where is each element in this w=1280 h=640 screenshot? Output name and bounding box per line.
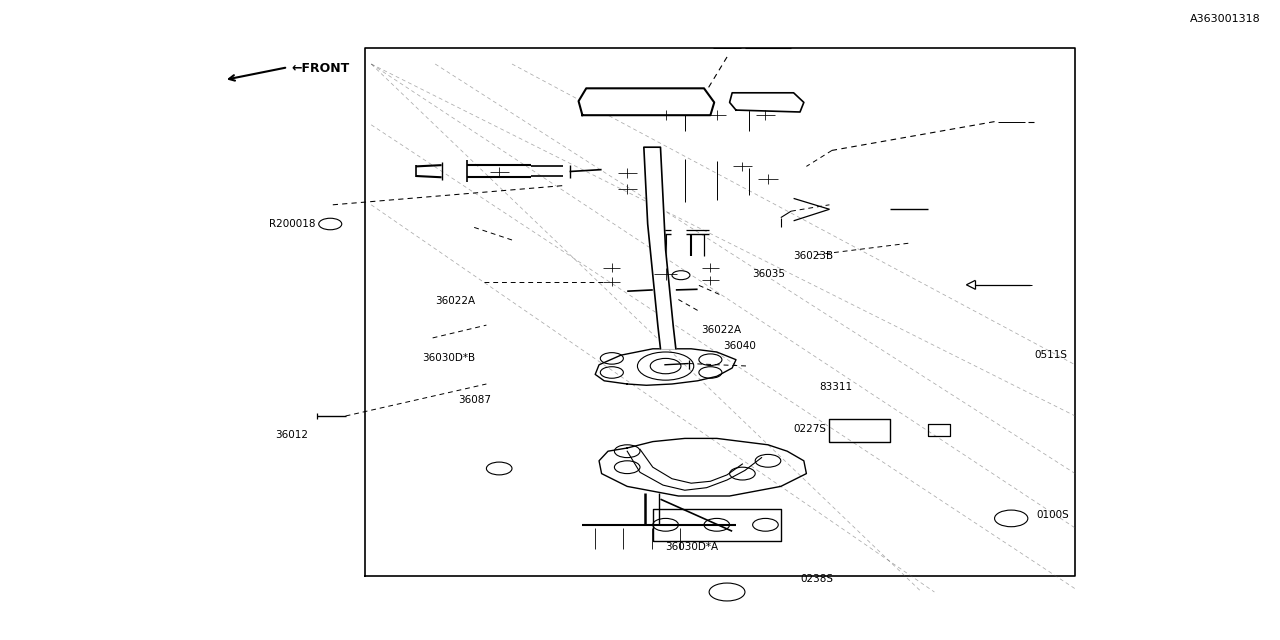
Polygon shape [644,147,676,349]
Text: 0238S: 0238S [800,574,833,584]
Text: 36012: 36012 [275,430,308,440]
Text: A363001318: A363001318 [1190,14,1261,24]
Text: R200018: R200018 [269,219,315,229]
Polygon shape [579,88,714,115]
Text: 36087: 36087 [458,395,492,405]
Text: 36035: 36035 [753,269,786,279]
Text: 36023B: 36023B [794,251,833,261]
Text: ←FRONT: ←FRONT [292,62,351,75]
Text: 36022A: 36022A [435,296,475,306]
Polygon shape [730,93,804,112]
Text: 36022A: 36022A [701,324,741,335]
Text: 0227S: 0227S [794,424,827,434]
Text: 0511S: 0511S [1034,350,1068,360]
Text: 83311: 83311 [819,382,852,392]
Text: 36030D*B: 36030D*B [422,353,476,364]
Text: 0100S: 0100S [1037,510,1070,520]
Text: 36030D*A: 36030D*A [666,542,719,552]
Text: 36040: 36040 [723,340,756,351]
